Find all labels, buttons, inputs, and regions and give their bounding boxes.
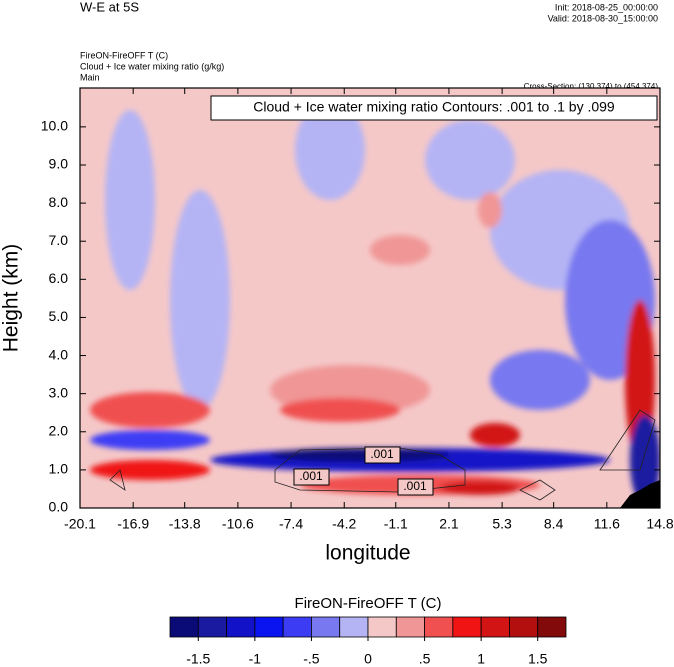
x-axis-label: longitude (325, 542, 410, 565)
contour-label-box (364, 446, 401, 464)
colorbar-box (452, 616, 482, 638)
y-tick-label: 8.0 (49, 194, 69, 210)
colorbar-box (226, 616, 256, 638)
y-tick-label: 0.0 (49, 499, 69, 515)
cross-section: Cross-Section: (130,374) to (454,374) (524, 82, 659, 91)
y-tick-label: 6.0 (49, 270, 69, 286)
valid-time: Valid: 2018-08-30_15:00:00 (548, 13, 658, 23)
colorbar-tick-label: -1.5 (186, 651, 210, 667)
plot-frame (79, 87, 661, 509)
y-tick-label: 1.0 (49, 461, 69, 477)
colorbar-tick-label: .5 (419, 651, 431, 667)
x-tick-label: 11.6 (594, 516, 620, 532)
x-tick-label: -10.6 (222, 516, 254, 532)
x-tick-label: 2.1 (439, 516, 459, 532)
colorbar-tick-label: -.5 (303, 651, 320, 667)
colorbar-tick-label: 1 (477, 651, 485, 667)
y-axis-label: Height (km) (0, 244, 23, 353)
contour-label: .001 (403, 479, 427, 493)
x-tick-label: -20.1 (64, 516, 96, 532)
contour-label: .001 (370, 447, 394, 461)
x-tick-label: 8.4 (544, 516, 564, 532)
x-tick-label: -13.8 (169, 516, 201, 532)
contour-label-box (293, 468, 330, 486)
colorbar-box (282, 616, 312, 638)
colorbar-box (480, 616, 510, 638)
colorbar-box (311, 616, 341, 638)
colorbar-tick-label: 0 (364, 651, 372, 667)
y-tick-label: 7.0 (49, 232, 69, 248)
colorbar-box (367, 616, 397, 638)
colorbar-box (169, 616, 199, 638)
colorbar-box (509, 616, 539, 638)
field-title: FireON-FireOFF T (C) (80, 50, 168, 60)
x-tick-label: -4.2 (332, 516, 356, 532)
colorbar-box (424, 616, 454, 638)
colorbar-box (537, 616, 567, 638)
y-tick-label: 5.0 (49, 308, 69, 324)
colorbar-box (254, 616, 284, 638)
x-tick-label: 5.3 (492, 516, 512, 532)
contour-info: Cloud + Ice water mixing ratio Contours:… (253, 99, 615, 115)
y-tick-label: 10.0 (41, 118, 68, 134)
contour-label-box (397, 478, 434, 496)
y-tick-label: 2.0 (49, 422, 69, 438)
x-tick-label: -16.9 (117, 516, 149, 532)
y-tick-label: 4.0 (49, 346, 69, 362)
contour-label: .001 (299, 469, 323, 483)
title: W-E at 5S (80, 0, 139, 14)
colorbar-box (395, 616, 425, 638)
domain: Main (80, 72, 100, 82)
colorbar-tick-label: -1 (249, 651, 262, 667)
colorbar-title: FireON-FireOFF T (C) (295, 595, 442, 612)
x-tick-label: -1.1 (384, 516, 408, 532)
y-tick-label: 9.0 (49, 156, 69, 172)
colorbar-tick-label: 1.5 (528, 651, 548, 667)
y-tick-label: 3.0 (49, 384, 69, 400)
contour-info-box (210, 95, 658, 121)
x-tick-label: 14.8 (646, 516, 673, 532)
colorbar-box (339, 616, 369, 638)
colorbar-box (197, 616, 227, 638)
field (80, 88, 660, 508)
contour-field-title: Cloud + Ice water mixing ratio (g/kg) (80, 61, 224, 71)
init-time: Init: 2018-08-25_00:00:00 (555, 2, 658, 12)
x-tick-label: -7.4 (279, 516, 303, 532)
